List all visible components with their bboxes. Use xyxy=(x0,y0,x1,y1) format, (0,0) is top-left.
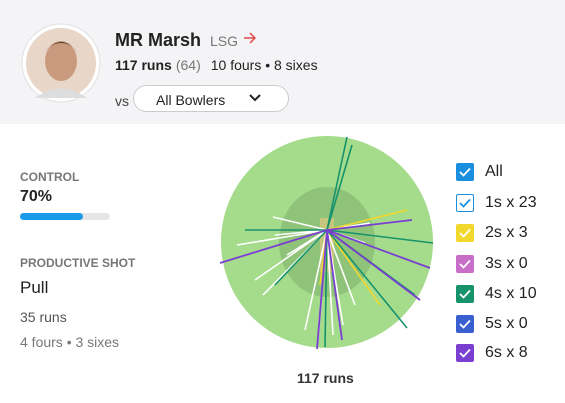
checkbox[interactable] xyxy=(456,194,474,212)
runs: 117 runs xyxy=(115,57,172,73)
checkbox[interactable] xyxy=(456,315,474,333)
shot-label: PRODUCTIVE SHOT xyxy=(20,256,136,270)
shot-name: Pull xyxy=(20,278,49,297)
legend-label: 5s x 0 xyxy=(485,315,528,332)
legend-item[interactable]: 2s x 3 xyxy=(456,224,528,242)
check xyxy=(459,319,471,329)
wagon-wheel xyxy=(219,136,434,350)
checkbox[interactable] xyxy=(456,344,474,362)
checkbox[interactable] xyxy=(456,285,474,303)
balls: (64) xyxy=(175,57,201,73)
shot-boundaries: 4 fours • 3 sixes xyxy=(20,334,120,350)
wheel-caption: 117 runs xyxy=(297,370,354,386)
arrow-icon[interactable] xyxy=(242,31,258,45)
avatar xyxy=(21,23,101,103)
checkbox[interactable] xyxy=(456,255,474,273)
legend-item[interactable]: 3s x 0 xyxy=(456,255,528,273)
vs-label: vs xyxy=(115,93,129,109)
legend-label: 1s x 23 xyxy=(485,194,537,211)
check xyxy=(459,167,471,177)
legend-label: 4s x 10 xyxy=(485,285,537,302)
dropdown-text: All Bowlers xyxy=(156,92,226,108)
bowler-dropdown[interactable]: All Bowlers xyxy=(133,85,289,112)
legend-item[interactable]: 4s x 10 xyxy=(456,285,537,303)
check xyxy=(459,228,471,238)
player-name: MR Marsh xyxy=(115,30,202,50)
legend-label: 2s x 3 xyxy=(485,224,528,241)
chevron xyxy=(249,94,261,102)
check xyxy=(459,348,471,358)
check xyxy=(459,289,471,299)
stats-line: 117 runs (64) 10 fours • 8 sixes xyxy=(115,57,318,73)
control-track xyxy=(20,213,110,220)
check xyxy=(459,198,471,208)
control-bar xyxy=(20,213,83,220)
checkbox[interactable] xyxy=(456,224,474,242)
control-label: CONTROL xyxy=(20,170,80,184)
control-value: 70% xyxy=(20,188,53,205)
legend-item[interactable]: 1s x 23 xyxy=(456,194,537,212)
boundaries: 10 fours • 8 sixes xyxy=(210,57,318,73)
checkbox[interactable] xyxy=(456,163,474,181)
legend-item[interactable]: All xyxy=(456,163,503,181)
team[interactable]: LSG xyxy=(210,33,239,49)
shot-runs: 35 runs xyxy=(20,309,67,325)
legend-label: All xyxy=(485,163,503,180)
check xyxy=(459,259,471,269)
legend-item[interactable]: 6s x 8 xyxy=(456,344,528,362)
legend-item[interactable]: 5s x 0 xyxy=(456,315,528,333)
legend-label: 6s x 8 xyxy=(485,344,528,361)
legend-label: 3s x 0 xyxy=(485,255,528,272)
